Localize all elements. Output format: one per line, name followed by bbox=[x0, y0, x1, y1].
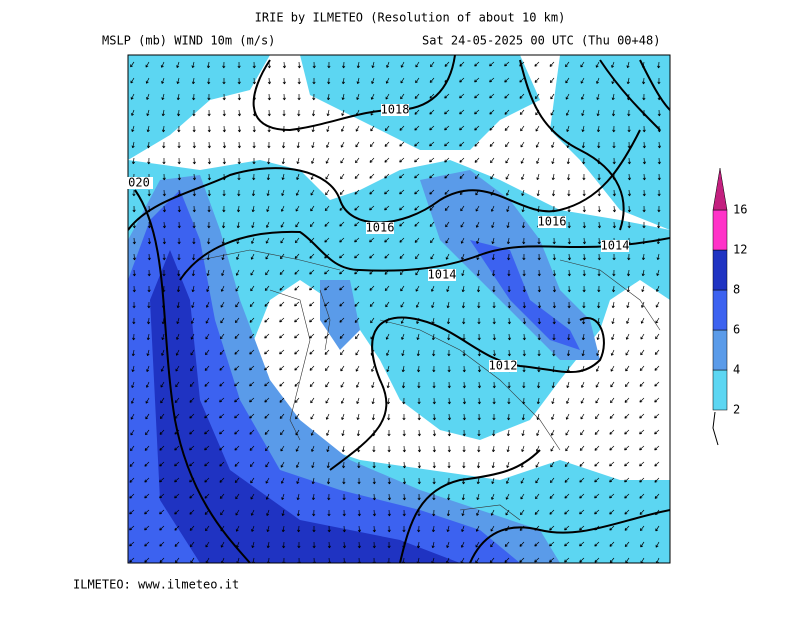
isobar-label-bg bbox=[538, 216, 566, 228]
isobar-label: 1016 bbox=[538, 215, 567, 229]
wind-shade bbox=[128, 190, 580, 563]
isobar-label: 1012 bbox=[489, 359, 518, 373]
colorbar-segment bbox=[712, 289, 728, 331]
isobar-label-bg bbox=[366, 222, 394, 234]
isobar-label: 1014 bbox=[601, 239, 630, 253]
subtitle-left: MSLP (mb) WIND 10m (m/s) bbox=[102, 34, 275, 48]
map-area bbox=[128, 55, 670, 563]
isobar-label-bg bbox=[125, 177, 153, 189]
colorbar-segment bbox=[712, 369, 728, 411]
isobar-label-bg bbox=[489, 360, 517, 372]
colorbar-segment bbox=[712, 209, 728, 251]
isobar-labels: 1018 1016 1016 1014 1014 1012 020 bbox=[125, 103, 629, 373]
colorbar-label: 12 bbox=[733, 243, 747, 257]
wind-shade bbox=[150, 250, 460, 563]
colorbar-label: 4 bbox=[733, 363, 740, 377]
colorbar-label: 6 bbox=[733, 323, 740, 337]
isobar-label-bg bbox=[381, 104, 409, 116]
isobar bbox=[399, 449, 670, 563]
wind-arrows bbox=[129, 61, 662, 563]
colorbar: 2 4 6 8 12 16 bbox=[712, 167, 747, 417]
isobar-label: 1014 bbox=[428, 268, 457, 282]
isobar bbox=[134, 189, 251, 563]
colorbar-segment bbox=[712, 249, 728, 291]
footer: ILMETEO: www.ilmeteo.it bbox=[73, 578, 239, 592]
colorbar-extend bbox=[712, 167, 728, 211]
isobar bbox=[519, 59, 670, 231]
isobar-label-bg bbox=[601, 240, 629, 252]
colorbar-label: 2 bbox=[733, 403, 740, 417]
colorbar-label: 16 bbox=[733, 203, 747, 217]
map-frame bbox=[127, 54, 671, 564]
subtitle-right: Sat 24-05-2025 00 UTC (Thu 00+48) bbox=[422, 34, 660, 48]
isobar bbox=[329, 316, 605, 471]
colorbar-label: 8 bbox=[733, 283, 740, 297]
isobar bbox=[252, 55, 456, 132]
isobar-label: 020 bbox=[128, 176, 150, 190]
isobar-label: 1018 bbox=[381, 103, 410, 117]
coastline bbox=[199, 249, 661, 521]
title: IRIE by ILMETEO (Resolution of about 10 … bbox=[255, 11, 566, 25]
isobar-label-bg bbox=[428, 269, 456, 281]
isobar-label: 1016 bbox=[366, 221, 395, 235]
colorbar-segment bbox=[712, 329, 728, 371]
colorbar-tail bbox=[712, 411, 719, 446]
